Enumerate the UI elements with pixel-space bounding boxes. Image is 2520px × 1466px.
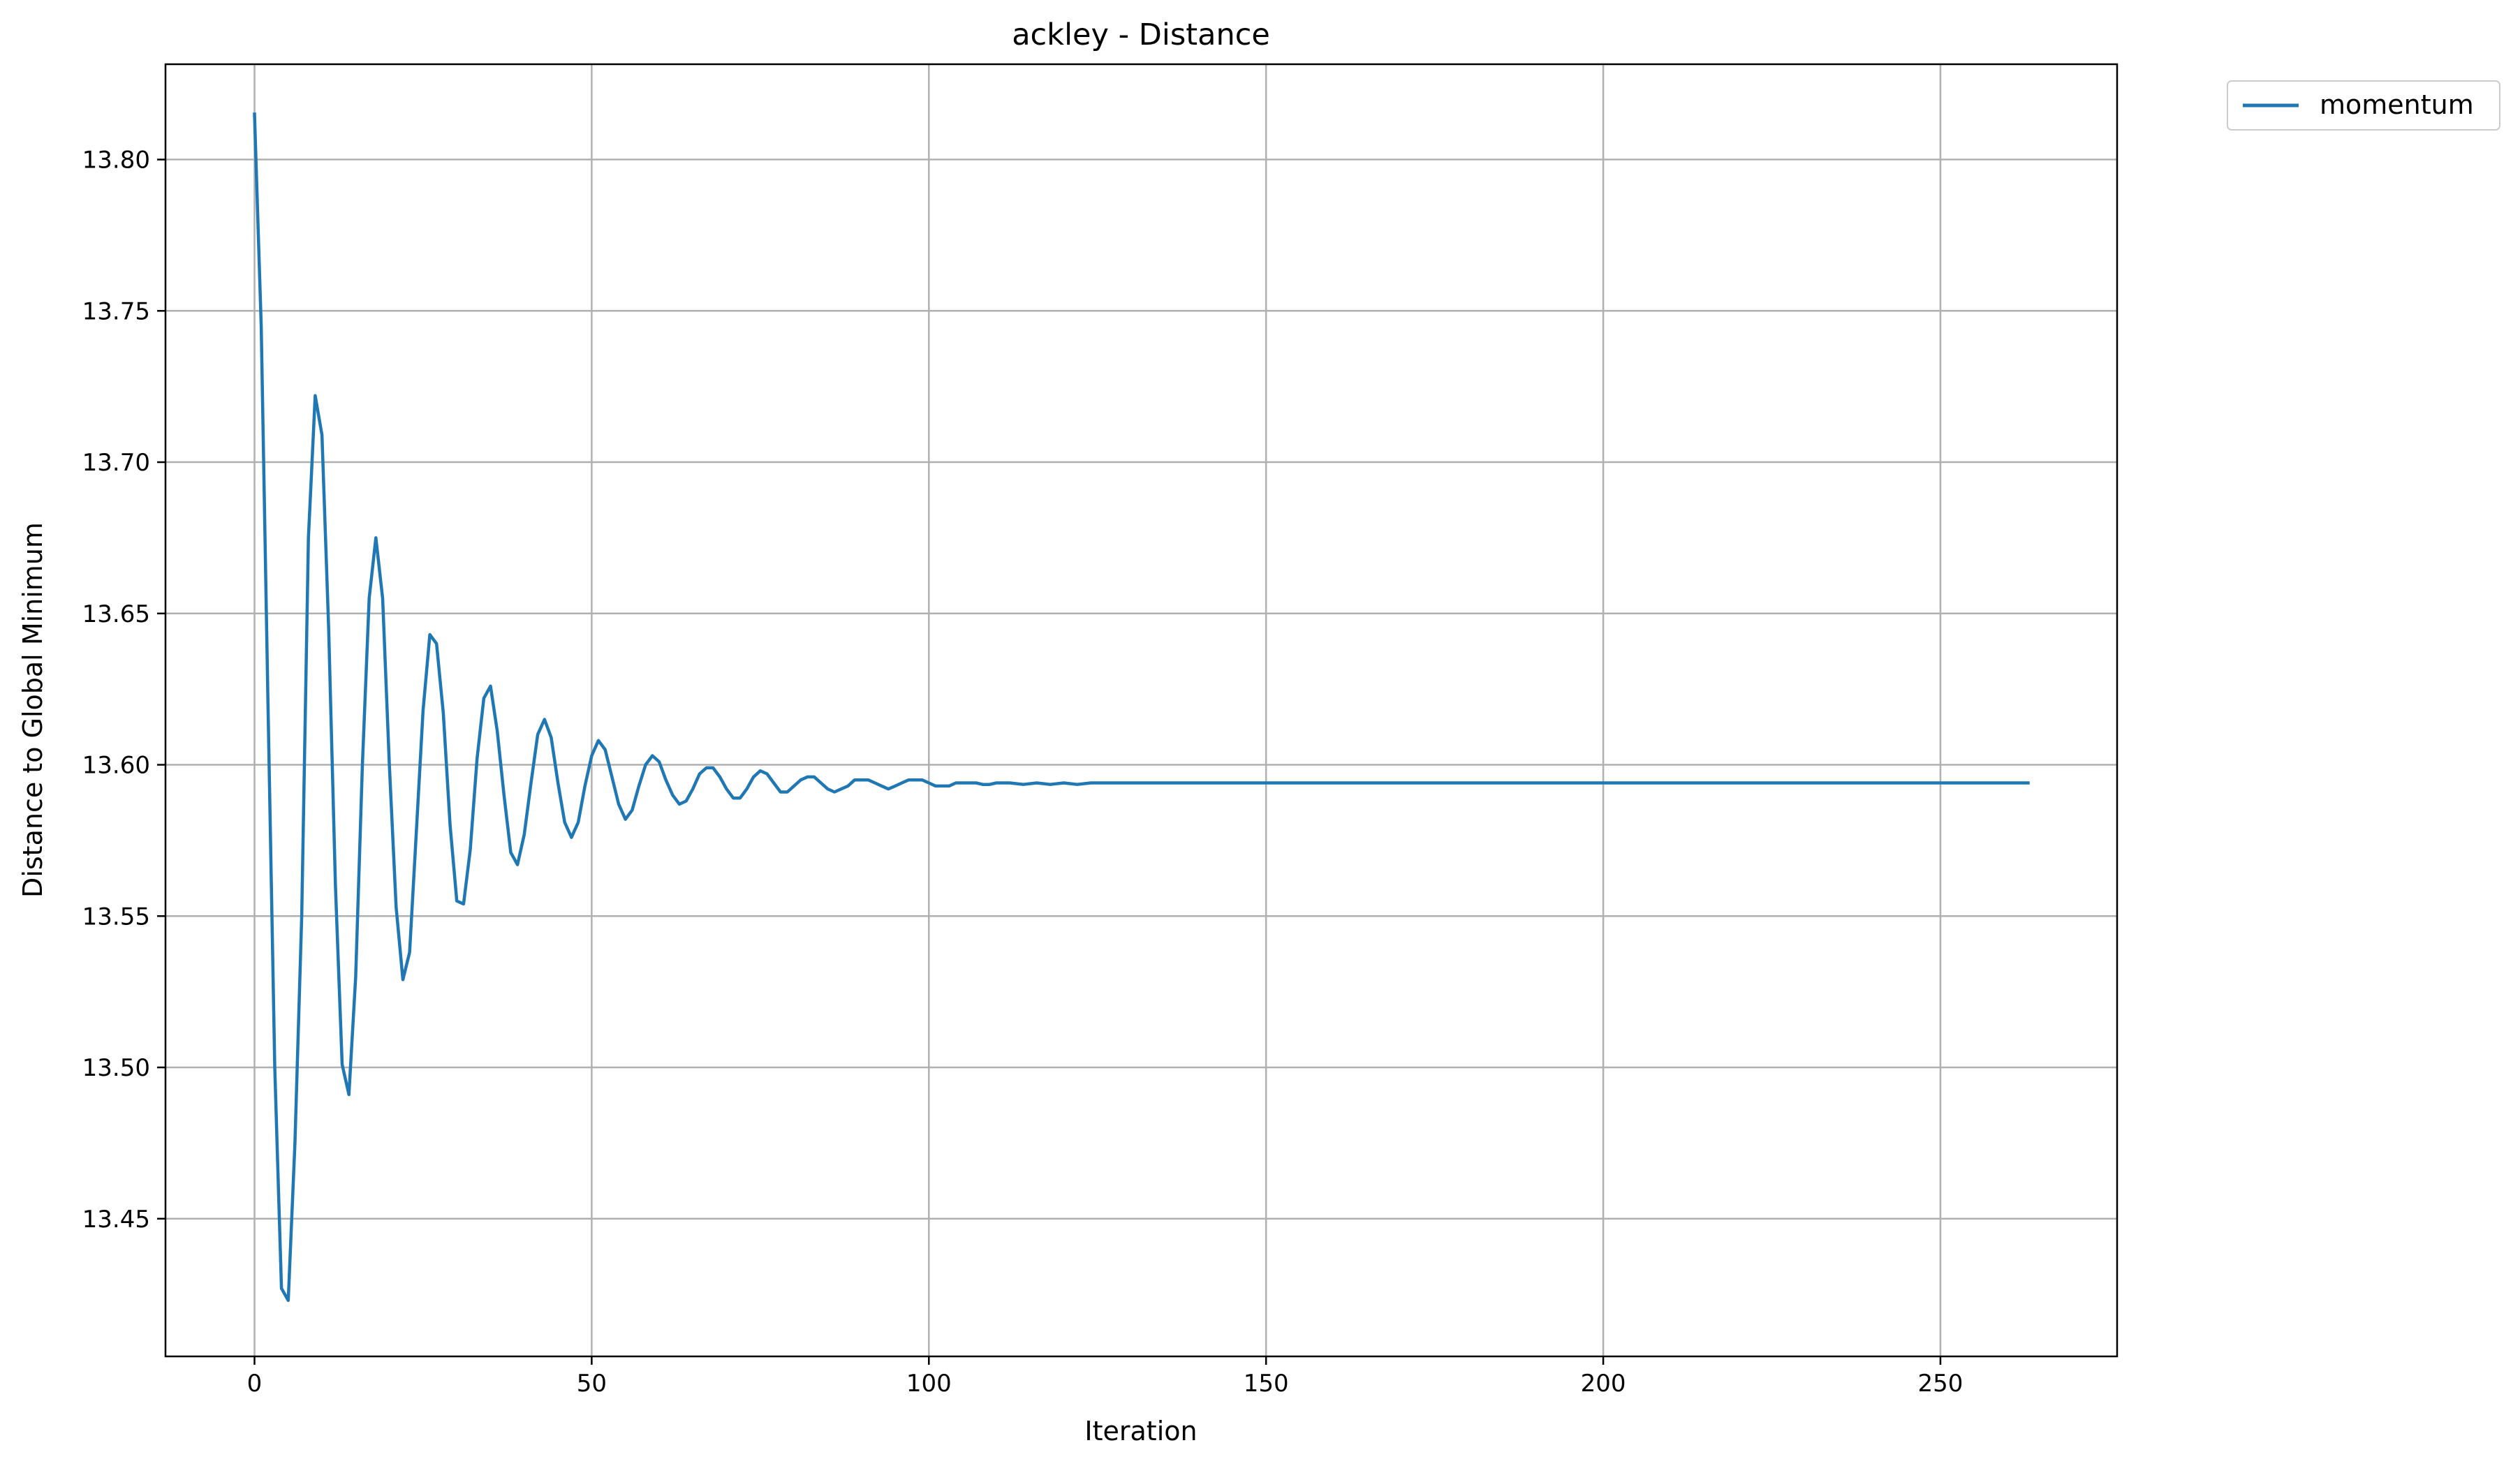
y-tick-label: 13.50 bbox=[82, 1054, 150, 1082]
chart-title: ackley - Distance bbox=[1012, 17, 1270, 52]
x-tick-label: 100 bbox=[906, 1370, 952, 1398]
y-tick-label: 13.45 bbox=[82, 1206, 150, 1234]
x-axis-label: Iteration bbox=[1084, 1416, 1197, 1446]
series-line-momentum bbox=[253, 112, 2030, 1303]
y-tick-label: 13.70 bbox=[82, 449, 150, 477]
y-axis-ticks: 13.45 13.50 13.55 13.60 13.65 13.70 13.75 13.80 bbox=[82, 147, 165, 1234]
x-tick-label: 0 bbox=[247, 1370, 263, 1398]
x-tick-label: 250 bbox=[1918, 1370, 1963, 1398]
x-tick-label: 150 bbox=[1244, 1370, 1289, 1398]
y-tick-label: 13.75 bbox=[82, 297, 150, 325]
x-tick-label: 50 bbox=[577, 1370, 607, 1398]
x-axis-ticks: 0 50 100 150 200 250 bbox=[247, 1356, 1963, 1398]
grid bbox=[165, 64, 2117, 1356]
y-axis-label: Distance to Global Minimum bbox=[17, 522, 48, 898]
legend: momentum bbox=[2227, 80, 2500, 131]
y-tick-label: 13.60 bbox=[82, 752, 150, 780]
plot-area-frame bbox=[164, 63, 2119, 1358]
y-tick-label: 13.65 bbox=[82, 600, 150, 628]
legend-box bbox=[2227, 80, 2500, 131]
series-layer bbox=[253, 112, 2030, 1303]
y-tick-label: 13.55 bbox=[82, 903, 150, 931]
y-tick-label: 13.80 bbox=[82, 147, 150, 175]
x-tick-label: 200 bbox=[1581, 1370, 1626, 1398]
legend-label-momentum: momentum bbox=[2320, 89, 2474, 120]
